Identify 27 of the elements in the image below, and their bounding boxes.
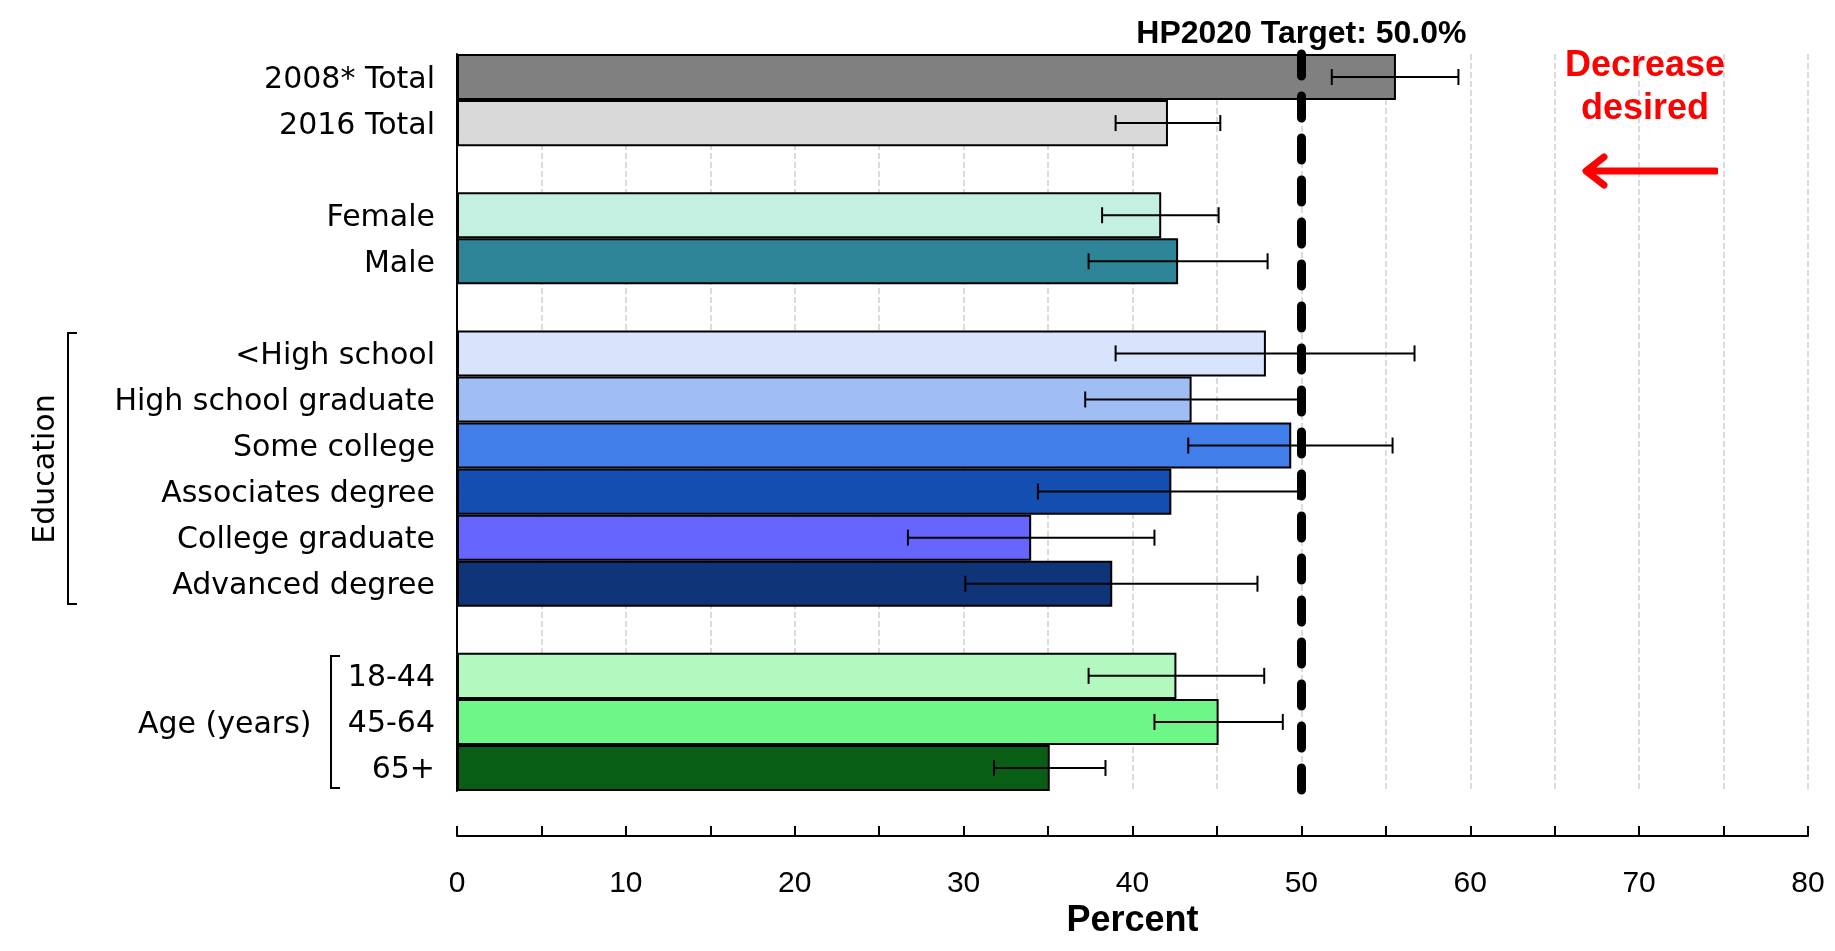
x-tick-label: 10 xyxy=(609,864,643,898)
y-tick-label: High school graduate xyxy=(114,381,435,417)
y-tick-label: 2008* Total xyxy=(264,59,435,95)
y-tick-label: Male xyxy=(363,243,435,279)
x-tick-label: 0 xyxy=(448,864,466,898)
annotation: Decrease desired xyxy=(1563,42,1727,129)
y-tick-label: Female xyxy=(326,197,435,233)
y-tick-label: Advanced degree xyxy=(172,566,435,602)
x-tick-label: 60 xyxy=(1453,864,1487,898)
x-tick-label: 50 xyxy=(1284,864,1319,898)
x-axis-title: Percent xyxy=(1066,898,1199,940)
x-tick-label: 30 xyxy=(946,864,981,898)
y-tick-label: <High school xyxy=(235,335,435,371)
text: Education xyxy=(25,393,61,544)
x-tick-label: 20 xyxy=(778,864,812,898)
x-tick-label: 40 xyxy=(1115,864,1150,898)
ref-line-label: HP2020 Target: 50.0% xyxy=(1136,14,1467,50)
y-tick-label: Some college xyxy=(232,428,435,464)
y-tick-label: 2016 Total xyxy=(279,105,435,141)
y-tick-label: 65+ xyxy=(371,750,435,786)
x-tick-label: 80 xyxy=(1791,864,1825,898)
x-tick-label: 70 xyxy=(1622,864,1656,898)
text: Age (years) xyxy=(137,704,312,740)
y-tick-label: 18-44 xyxy=(347,658,435,694)
y-tick-label: College graduate xyxy=(177,520,435,556)
y-tick-label: 45-64 xyxy=(347,704,435,740)
y-tick-label: Associates degree xyxy=(161,474,435,510)
